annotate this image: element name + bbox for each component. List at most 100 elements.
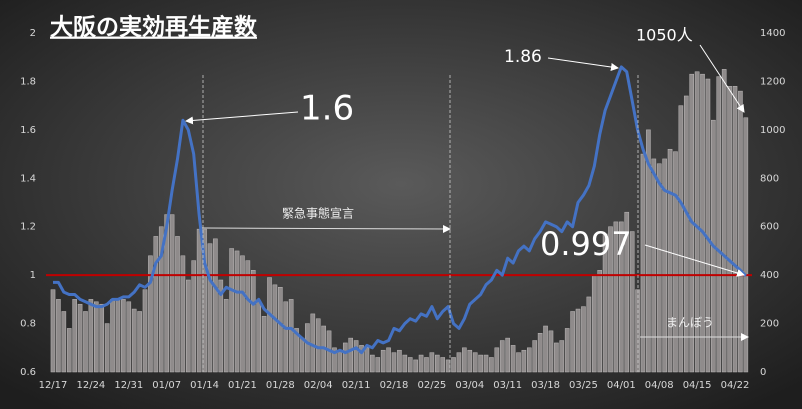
bar xyxy=(380,349,386,373)
arrow xyxy=(547,57,619,71)
y-tick-label: 1.2 xyxy=(20,222,36,233)
bar xyxy=(126,301,132,373)
bar xyxy=(229,248,234,373)
bar xyxy=(646,129,651,373)
y2-tick-label: 0 xyxy=(760,367,766,378)
x-tick-label: 02/04 xyxy=(304,380,333,391)
x-tick-label: 12/31 xyxy=(114,380,143,391)
bar xyxy=(332,347,337,373)
bar xyxy=(391,352,397,373)
bar xyxy=(694,71,700,373)
bar xyxy=(283,301,289,373)
bar xyxy=(472,352,478,373)
bar xyxy=(218,279,224,373)
y-tick-label: 1.4 xyxy=(20,173,36,184)
bar xyxy=(651,158,657,373)
bar xyxy=(727,86,732,373)
bar xyxy=(310,313,316,373)
bar xyxy=(532,340,538,373)
x-tick-label: 04/01 xyxy=(607,380,636,391)
bar xyxy=(175,236,180,373)
bar xyxy=(494,347,500,373)
bar xyxy=(88,299,94,373)
bar xyxy=(50,289,56,373)
bar xyxy=(559,340,565,373)
bar xyxy=(451,357,456,373)
x-tick-label: 12/17 xyxy=(39,380,68,391)
annotation: 0.997 xyxy=(540,225,632,263)
bar xyxy=(521,349,527,373)
x-tick-label: 02/18 xyxy=(380,380,409,391)
bar xyxy=(153,236,159,373)
y2-tick-label: 1000 xyxy=(760,125,785,136)
y2-tick-label: 800 xyxy=(760,173,779,184)
bar xyxy=(83,311,88,373)
chart-title: 大阪の実効再生産数 xyxy=(50,14,258,41)
bar xyxy=(104,323,110,373)
bar xyxy=(678,105,684,373)
line xyxy=(53,65,747,355)
bar xyxy=(462,347,467,373)
bar xyxy=(467,349,473,373)
bar xyxy=(370,354,375,373)
bar xyxy=(700,73,705,373)
bar xyxy=(164,214,169,373)
bar xyxy=(489,357,494,373)
bar xyxy=(180,255,186,373)
x-tick-label: 01/14 xyxy=(190,380,219,391)
x-tick-label: 03/11 xyxy=(493,380,522,391)
bar xyxy=(418,354,424,373)
bar xyxy=(434,354,440,373)
bar xyxy=(359,345,364,373)
bar xyxy=(581,306,586,373)
bar xyxy=(608,226,613,373)
y-tick-label: 1 xyxy=(30,270,36,281)
bar xyxy=(527,347,532,373)
bar xyxy=(240,255,245,373)
arrow xyxy=(699,44,745,113)
bar xyxy=(256,301,261,373)
bar xyxy=(245,260,251,373)
bar xyxy=(278,287,283,373)
bar xyxy=(407,357,413,373)
bar xyxy=(261,316,267,373)
y2-tick-label: 1400 xyxy=(760,28,785,39)
y-tick-label: 0.6 xyxy=(20,367,36,378)
bar xyxy=(131,308,137,373)
arrow xyxy=(644,244,745,277)
x-tick-label: 04/22 xyxy=(721,380,750,391)
bar xyxy=(624,211,630,373)
bar xyxy=(613,221,619,373)
x-tick-label: 02/25 xyxy=(417,380,446,391)
arrow xyxy=(185,111,299,125)
bar xyxy=(234,250,240,373)
bar xyxy=(667,148,673,373)
bar xyxy=(137,311,142,373)
bar xyxy=(77,303,83,373)
bar xyxy=(397,349,402,373)
x-tick-label: 12/24 xyxy=(76,380,105,391)
bar xyxy=(202,228,207,373)
bar xyxy=(375,357,381,373)
bar xyxy=(142,289,148,373)
bar xyxy=(196,228,202,373)
bar xyxy=(738,90,743,373)
bar xyxy=(743,117,749,373)
bar xyxy=(570,311,575,373)
bar xyxy=(505,337,510,373)
x-tick-label: 03/04 xyxy=(455,380,484,391)
bar xyxy=(169,214,175,373)
bar xyxy=(673,151,678,373)
y2-tick-label: 200 xyxy=(760,319,779,330)
x-tick-label: 04/15 xyxy=(683,380,712,391)
x-tick-label: 04/08 xyxy=(645,380,674,391)
bar xyxy=(115,299,121,373)
bar xyxy=(364,347,370,373)
bar xyxy=(186,279,191,373)
bar xyxy=(591,274,597,373)
plot: 0.6 0.8 1 1.2 1.4 1.6 1.8 2 0 200 400 600 800 1000 120… xyxy=(20,28,785,391)
bar xyxy=(213,238,218,373)
bar xyxy=(72,299,77,373)
